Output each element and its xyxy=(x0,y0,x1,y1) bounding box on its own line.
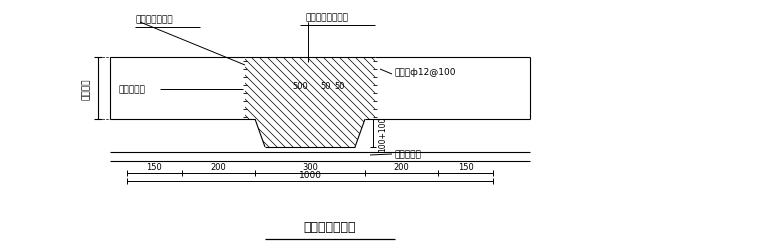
Text: 150: 150 xyxy=(146,163,162,172)
Text: 混凝土垫层: 混凝土垫层 xyxy=(395,150,422,159)
Text: 后浇微膨胀混凝土: 后浇微膨胀混凝土 xyxy=(305,13,348,22)
Text: 底板后浇带形式: 底板后浇带形式 xyxy=(304,220,356,234)
Text: 遇水膨胀止水条: 遇水膨胀止水条 xyxy=(135,15,172,24)
Text: 加强筋ф12@100: 加强筋ф12@100 xyxy=(395,67,456,76)
Text: 500: 500 xyxy=(292,81,308,90)
Text: 150: 150 xyxy=(458,163,474,172)
Text: 快易收口网: 快易收口网 xyxy=(118,85,145,94)
Text: 100+100: 100+100 xyxy=(378,116,387,151)
Text: 50: 50 xyxy=(335,81,345,90)
Text: 50: 50 xyxy=(321,81,331,90)
Text: 200: 200 xyxy=(210,163,226,172)
Text: 1000: 1000 xyxy=(298,170,322,179)
Text: 300: 300 xyxy=(302,163,318,172)
Text: 200: 200 xyxy=(394,163,410,172)
Text: 底板厚度: 底板厚度 xyxy=(81,78,90,99)
